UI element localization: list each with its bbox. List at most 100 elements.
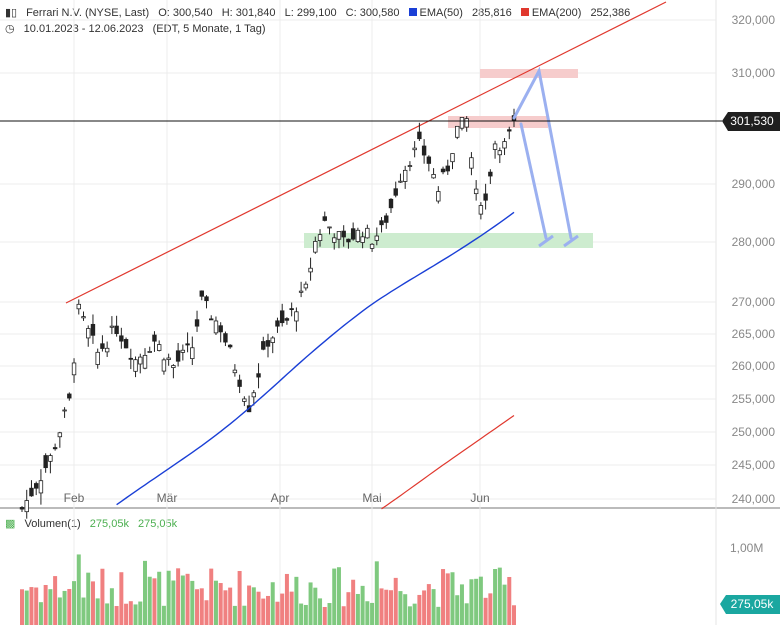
- volume-bar: [81, 597, 86, 625]
- candle-body: [369, 243, 375, 249]
- x-month-label: Mär: [157, 491, 178, 505]
- volume-bar: [407, 606, 412, 625]
- volume-bar: [24, 590, 29, 625]
- volume-bar: [313, 587, 318, 625]
- volume-bar: [242, 605, 247, 625]
- candle-body: [313, 241, 318, 253]
- volume-bar: [360, 585, 365, 625]
- volume-bar: [43, 584, 48, 625]
- volume-bar: [284, 573, 289, 625]
- projection-arrow-direct: [519, 122, 548, 240]
- volume-badge-label: 275,05k: [731, 597, 775, 611]
- candle-body: [440, 168, 446, 173]
- volume-bar: [507, 576, 512, 625]
- candle-body: [209, 318, 214, 321]
- volume-bar: [365, 601, 370, 625]
- candle-body: [431, 174, 436, 179]
- volume-bar: [327, 603, 332, 625]
- volume-bar: [109, 588, 114, 625]
- candle-body: [459, 117, 465, 129]
- candle-body: [455, 125, 460, 138]
- volume-bar: [474, 578, 479, 625]
- x-month-label: Mai: [362, 491, 381, 505]
- candle-icon: ▮▯: [5, 7, 18, 19]
- candle-body: [171, 365, 176, 369]
- candle-body: [67, 393, 72, 399]
- volume-bar: [209, 568, 214, 625]
- candle-body: [114, 325, 119, 334]
- volume-bar: [100, 568, 105, 625]
- volume-bar: [29, 587, 34, 625]
- volume-bar: [138, 601, 143, 625]
- candle-body: [166, 357, 171, 360]
- candle-body: [242, 398, 247, 402]
- volume-bar: [157, 571, 162, 625]
- candle-body: [156, 344, 162, 351]
- volume-bar: [502, 584, 507, 625]
- candle-body: [365, 227, 370, 239]
- volume-bar: [294, 576, 299, 625]
- volume-bar: [105, 603, 110, 625]
- volume-bar: [124, 603, 129, 625]
- x-month-label: Apr: [271, 491, 290, 505]
- candle-body: [194, 319, 200, 327]
- volume-bar: [299, 603, 304, 625]
- candle-body: [147, 351, 152, 353]
- candle-body: [133, 359, 138, 372]
- volume-bar: [114, 606, 119, 625]
- chart-header-row1: ▮▯ Ferrari N.V. (NYSE, Last) O: 300,540 …: [5, 6, 636, 19]
- volume-bar: [280, 593, 285, 625]
- volume-bar: [256, 591, 261, 625]
- candle-body: [327, 226, 332, 229]
- candle-body: [43, 455, 48, 469]
- volume-value-1: 275,05k: [89, 518, 129, 530]
- volume-label: Volumen(1): [24, 518, 81, 530]
- candle-body: [294, 311, 299, 322]
- candle-body: [275, 320, 280, 327]
- volume-bar: [389, 590, 393, 625]
- volume-bar: [223, 590, 228, 625]
- candle-body: [341, 230, 346, 238]
- candle-body: [270, 337, 275, 343]
- candle-body: [322, 216, 327, 221]
- volume-bar: [62, 590, 67, 625]
- volume-bar: [374, 561, 379, 625]
- candle-body: [109, 325, 115, 328]
- x-month-label: Jun: [470, 491, 489, 505]
- candle-body: [71, 362, 77, 376]
- ema50-swatch: [408, 8, 417, 16]
- x-month-label: Feb: [64, 491, 85, 505]
- current-price-badge: [722, 112, 780, 131]
- candle-body: [237, 379, 242, 387]
- candle-body: [38, 480, 44, 494]
- candle-body: [421, 145, 427, 156]
- candle-body: [279, 310, 285, 324]
- volume-bar: [417, 594, 422, 625]
- volume-bar: [332, 568, 337, 625]
- volume-bar: [370, 602, 375, 625]
- candle-body: [62, 409, 67, 412]
- volume-bar: [266, 595, 270, 625]
- y-tick-label: 280,000: [732, 235, 776, 249]
- candle-body: [478, 205, 484, 215]
- volume-bars: [20, 554, 516, 625]
- candle-body: [128, 357, 134, 360]
- volume-bar: [86, 572, 91, 625]
- current-price-label: 301,530: [730, 114, 774, 128]
- y-tick-label: 245,000: [732, 458, 776, 472]
- chart-meta: (EDT, 5 Monate, 1 Tag): [152, 23, 266, 35]
- candle-body: [86, 328, 91, 339]
- candle-body: [436, 191, 441, 202]
- volume-bar: [147, 576, 152, 625]
- candle-body: [473, 188, 479, 195]
- volume-bar: [450, 572, 455, 625]
- candle-body: [317, 234, 323, 241]
- y-tick-label: 265,000: [732, 327, 776, 341]
- volume-bar: [195, 589, 200, 625]
- volume-bar: [119, 572, 124, 625]
- y-tick-label: 290,000: [732, 177, 776, 191]
- arrow-head-1: [538, 234, 554, 248]
- candle-body: [350, 228, 356, 240]
